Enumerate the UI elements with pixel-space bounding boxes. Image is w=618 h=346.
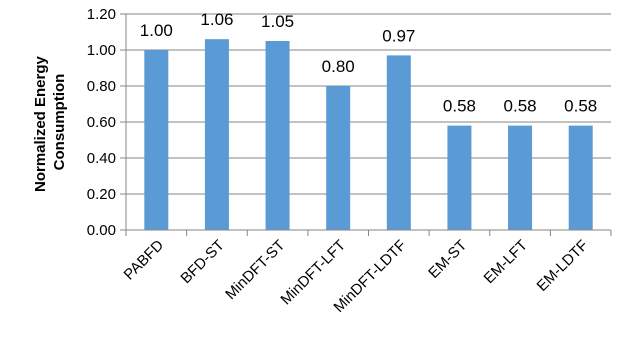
data-label: 0.58 bbox=[443, 97, 476, 116]
bar bbox=[204, 39, 229, 231]
bar bbox=[568, 125, 593, 230]
bars bbox=[144, 39, 593, 231]
bar bbox=[447, 125, 472, 230]
y-tick-label: 0.00 bbox=[87, 222, 116, 239]
data-label: 0.58 bbox=[564, 97, 597, 116]
x-tick-label: EM-ST bbox=[425, 237, 470, 282]
y-tick-label: 0.60 bbox=[87, 114, 116, 131]
x-tick-label: MinDFT-ST bbox=[222, 237, 288, 303]
y-axis-title: Normalized Energy Consumption bbox=[32, 52, 68, 192]
data-label: 1.06 bbox=[200, 10, 233, 29]
y-axis-title-line-2: Consumption bbox=[51, 74, 68, 171]
bar bbox=[386, 55, 411, 231]
axes bbox=[120, 13, 612, 236]
x-tick-label: PABFD bbox=[121, 237, 168, 284]
data-label: 1.00 bbox=[140, 21, 173, 40]
bar bbox=[144, 50, 169, 230]
y-tick-label: 0.40 bbox=[87, 150, 116, 167]
y-tick-label: 1.00 bbox=[87, 42, 116, 59]
bar bbox=[326, 86, 351, 230]
x-tick-label: BFD-ST bbox=[177, 237, 227, 287]
y-tick-label: 0.20 bbox=[87, 186, 116, 203]
x-tick-label: EM-LFT bbox=[481, 237, 531, 287]
y-tick-label: 1.20 bbox=[87, 6, 116, 23]
y-tick-label: 0.80 bbox=[87, 78, 116, 95]
gridlines bbox=[126, 13, 611, 195]
bar bbox=[508, 125, 533, 230]
data-label: 0.97 bbox=[382, 26, 415, 45]
y-axis-title-line-1: Normalized Energy bbox=[32, 55, 49, 192]
data-label: 0.80 bbox=[322, 57, 355, 76]
data-label: 1.05 bbox=[261, 12, 294, 31]
data-labels: 1.00 1.06 1.05 0.80 0.97 0.58 0.58 0.58 bbox=[140, 10, 597, 115]
data-label: 0.58 bbox=[504, 97, 537, 116]
bar bbox=[265, 41, 290, 230]
x-tick-label: EM-LDTF bbox=[534, 237, 592, 295]
